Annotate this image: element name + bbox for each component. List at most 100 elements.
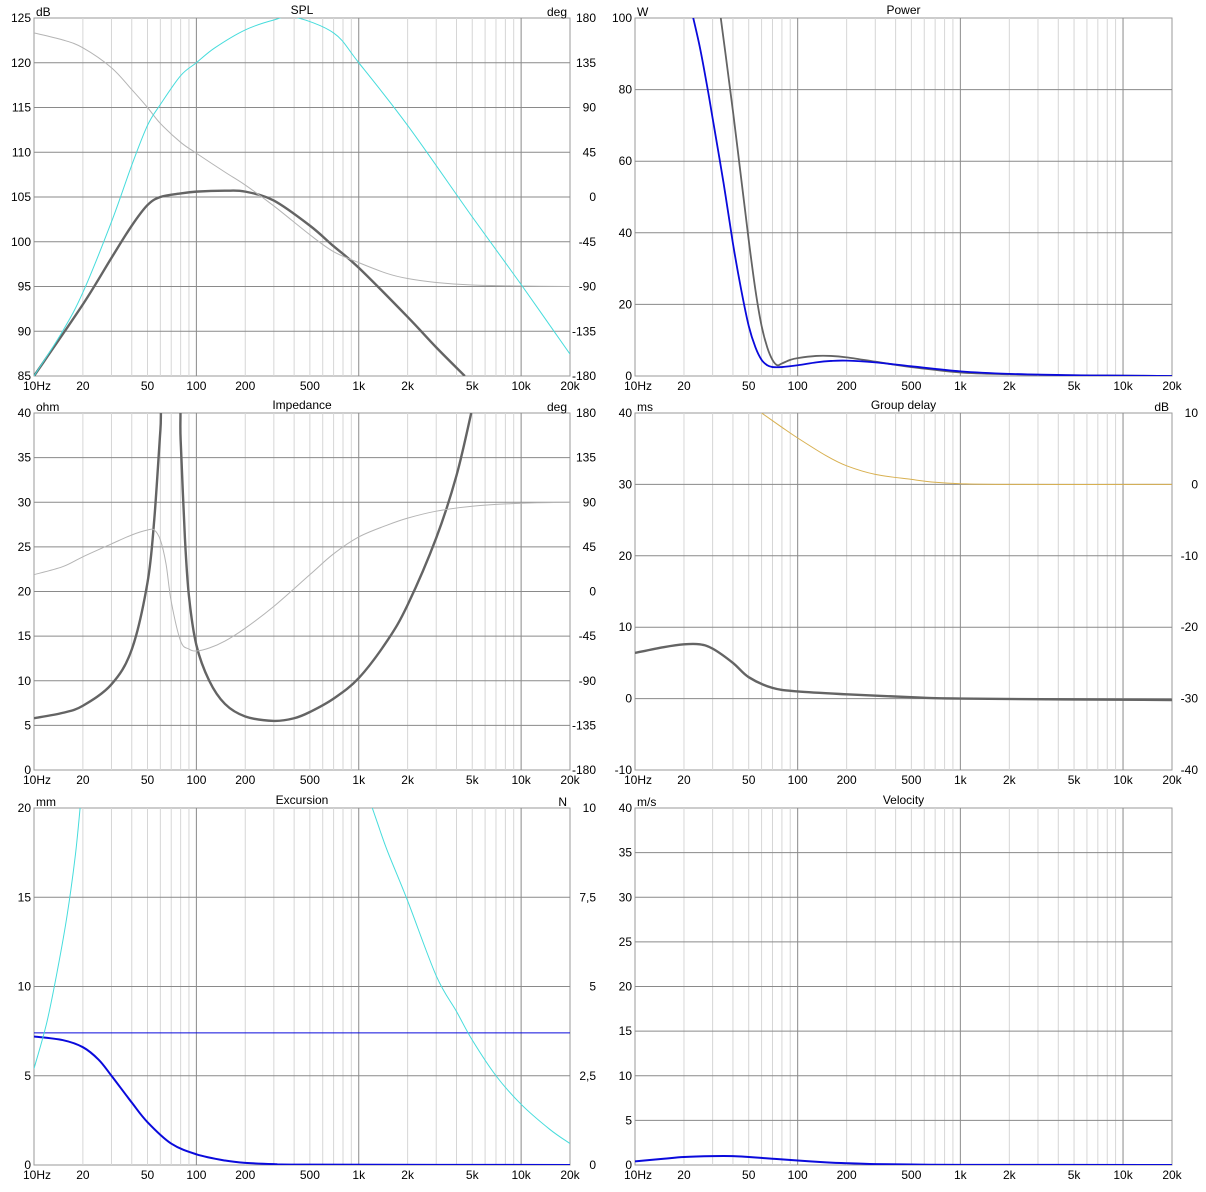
excursion-x-tick-label: 100 xyxy=(186,1168,206,1182)
velocity-y-tick-label: 30 xyxy=(619,890,633,904)
impedance-left-unit: ohm xyxy=(36,400,59,414)
power-x-tick-label: 20k xyxy=(1162,379,1182,393)
power-x-tick-label: 100 xyxy=(788,379,808,393)
excursion-y2-tick-label: 2,5 xyxy=(579,1069,596,1083)
group-delay-y2-tick-label: 10 xyxy=(1185,406,1199,420)
spl-series-1-line xyxy=(34,189,466,376)
velocity-left-unit: m/s xyxy=(637,795,656,809)
power-x-tick-label: 10Hz xyxy=(624,379,652,393)
power-x-tick-label: 200 xyxy=(837,379,857,393)
impedance-y2-tick-label: -135 xyxy=(572,718,596,732)
power-x-tick-label: 500 xyxy=(901,379,921,393)
velocity-series-1-line xyxy=(635,1154,1172,1165)
excursion-y2-tick-label: 10 xyxy=(583,801,597,815)
impedance-x-tick-label: 1k xyxy=(352,773,366,787)
spl-y2-tick-label: 45 xyxy=(583,145,597,159)
power-x-tick-label: 5k xyxy=(1068,379,1082,393)
group-delay-plot-area xyxy=(634,412,1173,771)
power-y-tick-label: 40 xyxy=(619,226,633,240)
group-delay-left-unit: ms xyxy=(637,400,653,414)
excursion-y2-tick-label: 5 xyxy=(589,980,596,994)
group-delay-y-tick-label: 0 xyxy=(625,692,632,706)
spl-x-tick-label: 5k xyxy=(466,379,480,393)
power-x-tick-label: 1k xyxy=(954,379,968,393)
velocity-title: Velocity xyxy=(883,793,924,807)
velocity-x-tick-label: 20k xyxy=(1162,1168,1182,1182)
excursion-y2-tick-label: 7,5 xyxy=(579,890,596,904)
impedance-x-tick-label: 100 xyxy=(186,773,206,787)
excursion-title: Excursion xyxy=(276,793,329,807)
excursion-x-tick-label: 5k xyxy=(466,1168,480,1182)
power-left-unit: W xyxy=(637,5,649,19)
velocity-x-tick-label: 10Hz xyxy=(624,1168,652,1182)
group-delay-y2-tick-label: -20 xyxy=(1181,620,1199,634)
group-delay-chart: -10 0 10 20 30 40 -40 -30 -20 -10 0 10 10Hz 20 50 100 20… xyxy=(615,398,1199,787)
spl-y2-tick-label: 135 xyxy=(576,56,596,70)
spl-right-unit: deg xyxy=(547,5,567,19)
impedance-right-unit: deg xyxy=(547,400,567,414)
spl-y2-tick-label: 0 xyxy=(589,190,596,204)
spl-y-tick-label: 100 xyxy=(11,235,31,249)
spl-series-3-line xyxy=(34,18,570,376)
impedance-y-tick-label: 5 xyxy=(24,718,31,732)
power-title: Power xyxy=(886,3,920,17)
velocity-y-tick-label: 25 xyxy=(619,935,633,949)
impedance-x-tick-label: 5k xyxy=(466,773,480,787)
impedance-chart: 0 5 10 15 20 25 30 35 40 -180 -135 -90 -45 0 45 90 135 18… xyxy=(18,398,597,787)
impedance-y-tick-label: 35 xyxy=(18,451,32,465)
spl-y-tick-label: 115 xyxy=(12,101,31,115)
spl-y-tick-label: 105 xyxy=(11,190,31,204)
group-delay-x-tick-label: 1k xyxy=(954,773,968,787)
power-series-2-line xyxy=(692,18,1172,376)
impedance-x-tick-label: 200 xyxy=(235,773,255,787)
velocity-y-tick-label: 35 xyxy=(619,846,633,860)
spl-y2-tick-label: -45 xyxy=(579,235,597,249)
group-delay-x-tick-label: 500 xyxy=(901,773,921,787)
velocity-x-tick-label: 500 xyxy=(901,1168,921,1182)
power-x-tick-label: 50 xyxy=(742,379,756,393)
impedance-x-tick-label: 500 xyxy=(300,773,320,787)
group-delay-x-tick-label: 200 xyxy=(837,773,857,787)
spl-y2-tick-label: -135 xyxy=(572,324,596,338)
impedance-y-tick-label: 20 xyxy=(18,585,32,599)
impedance-y-tick-label: 15 xyxy=(18,629,32,643)
group-delay-x-tick-label: 5k xyxy=(1068,773,1082,787)
spl-y-tick-label: 125 xyxy=(11,11,31,25)
spl-x-tick-label: 500 xyxy=(300,379,320,393)
excursion-x-tick-label: 50 xyxy=(141,1168,155,1182)
power-x-tick-label: 2k xyxy=(1003,379,1017,393)
spl-title: SPL xyxy=(291,3,314,17)
impedance-x-tick-label: 20k xyxy=(560,773,580,787)
velocity-x-tick-label: 5k xyxy=(1068,1168,1082,1182)
impedance-x-tick-label: 10Hz xyxy=(23,773,51,787)
power-x-tick-label: 20 xyxy=(677,379,691,393)
group-delay-series-2-line xyxy=(761,413,1172,485)
group-delay-y-tick-label: -10 xyxy=(615,763,633,777)
impedance-y2-tick-label: 0 xyxy=(589,585,596,599)
spl-x-tick-label: 10k xyxy=(511,379,531,393)
impedance-y-tick-label: 0 xyxy=(24,763,31,777)
spl-y2-tick-label: 180 xyxy=(576,11,596,25)
impedance-y2-tick-label: -45 xyxy=(579,629,597,643)
velocity-y-tick-label: 20 xyxy=(619,980,633,994)
group-delay-x-tick-label: 10k xyxy=(1113,773,1133,787)
power-y-tick-label: 0 xyxy=(625,369,632,383)
velocity-y-tick-label: 15 xyxy=(619,1024,633,1038)
impedance-y-tick-label: 30 xyxy=(18,495,32,509)
impedance-y2-tick-label: 135 xyxy=(576,451,596,465)
velocity-y-tick-label: 40 xyxy=(619,801,633,815)
power-y-tick-label: 20 xyxy=(619,297,633,311)
spl-y-tick-label: 90 xyxy=(18,324,32,338)
spl-y-tick-label: 120 xyxy=(11,56,31,70)
group-delay-y2-tick-label: 0 xyxy=(1191,477,1198,491)
impedance-series-2-line xyxy=(34,501,570,652)
group-delay-x-tick-label: 10Hz xyxy=(624,773,652,787)
group-delay-y-tick-label: 40 xyxy=(619,406,633,420)
power-y-tick-label: 60 xyxy=(619,154,633,168)
impedance-y-tick-label: 40 xyxy=(18,406,32,420)
power-x-tick-label: 10k xyxy=(1113,379,1133,393)
power-y-tick-label: 80 xyxy=(619,83,633,97)
